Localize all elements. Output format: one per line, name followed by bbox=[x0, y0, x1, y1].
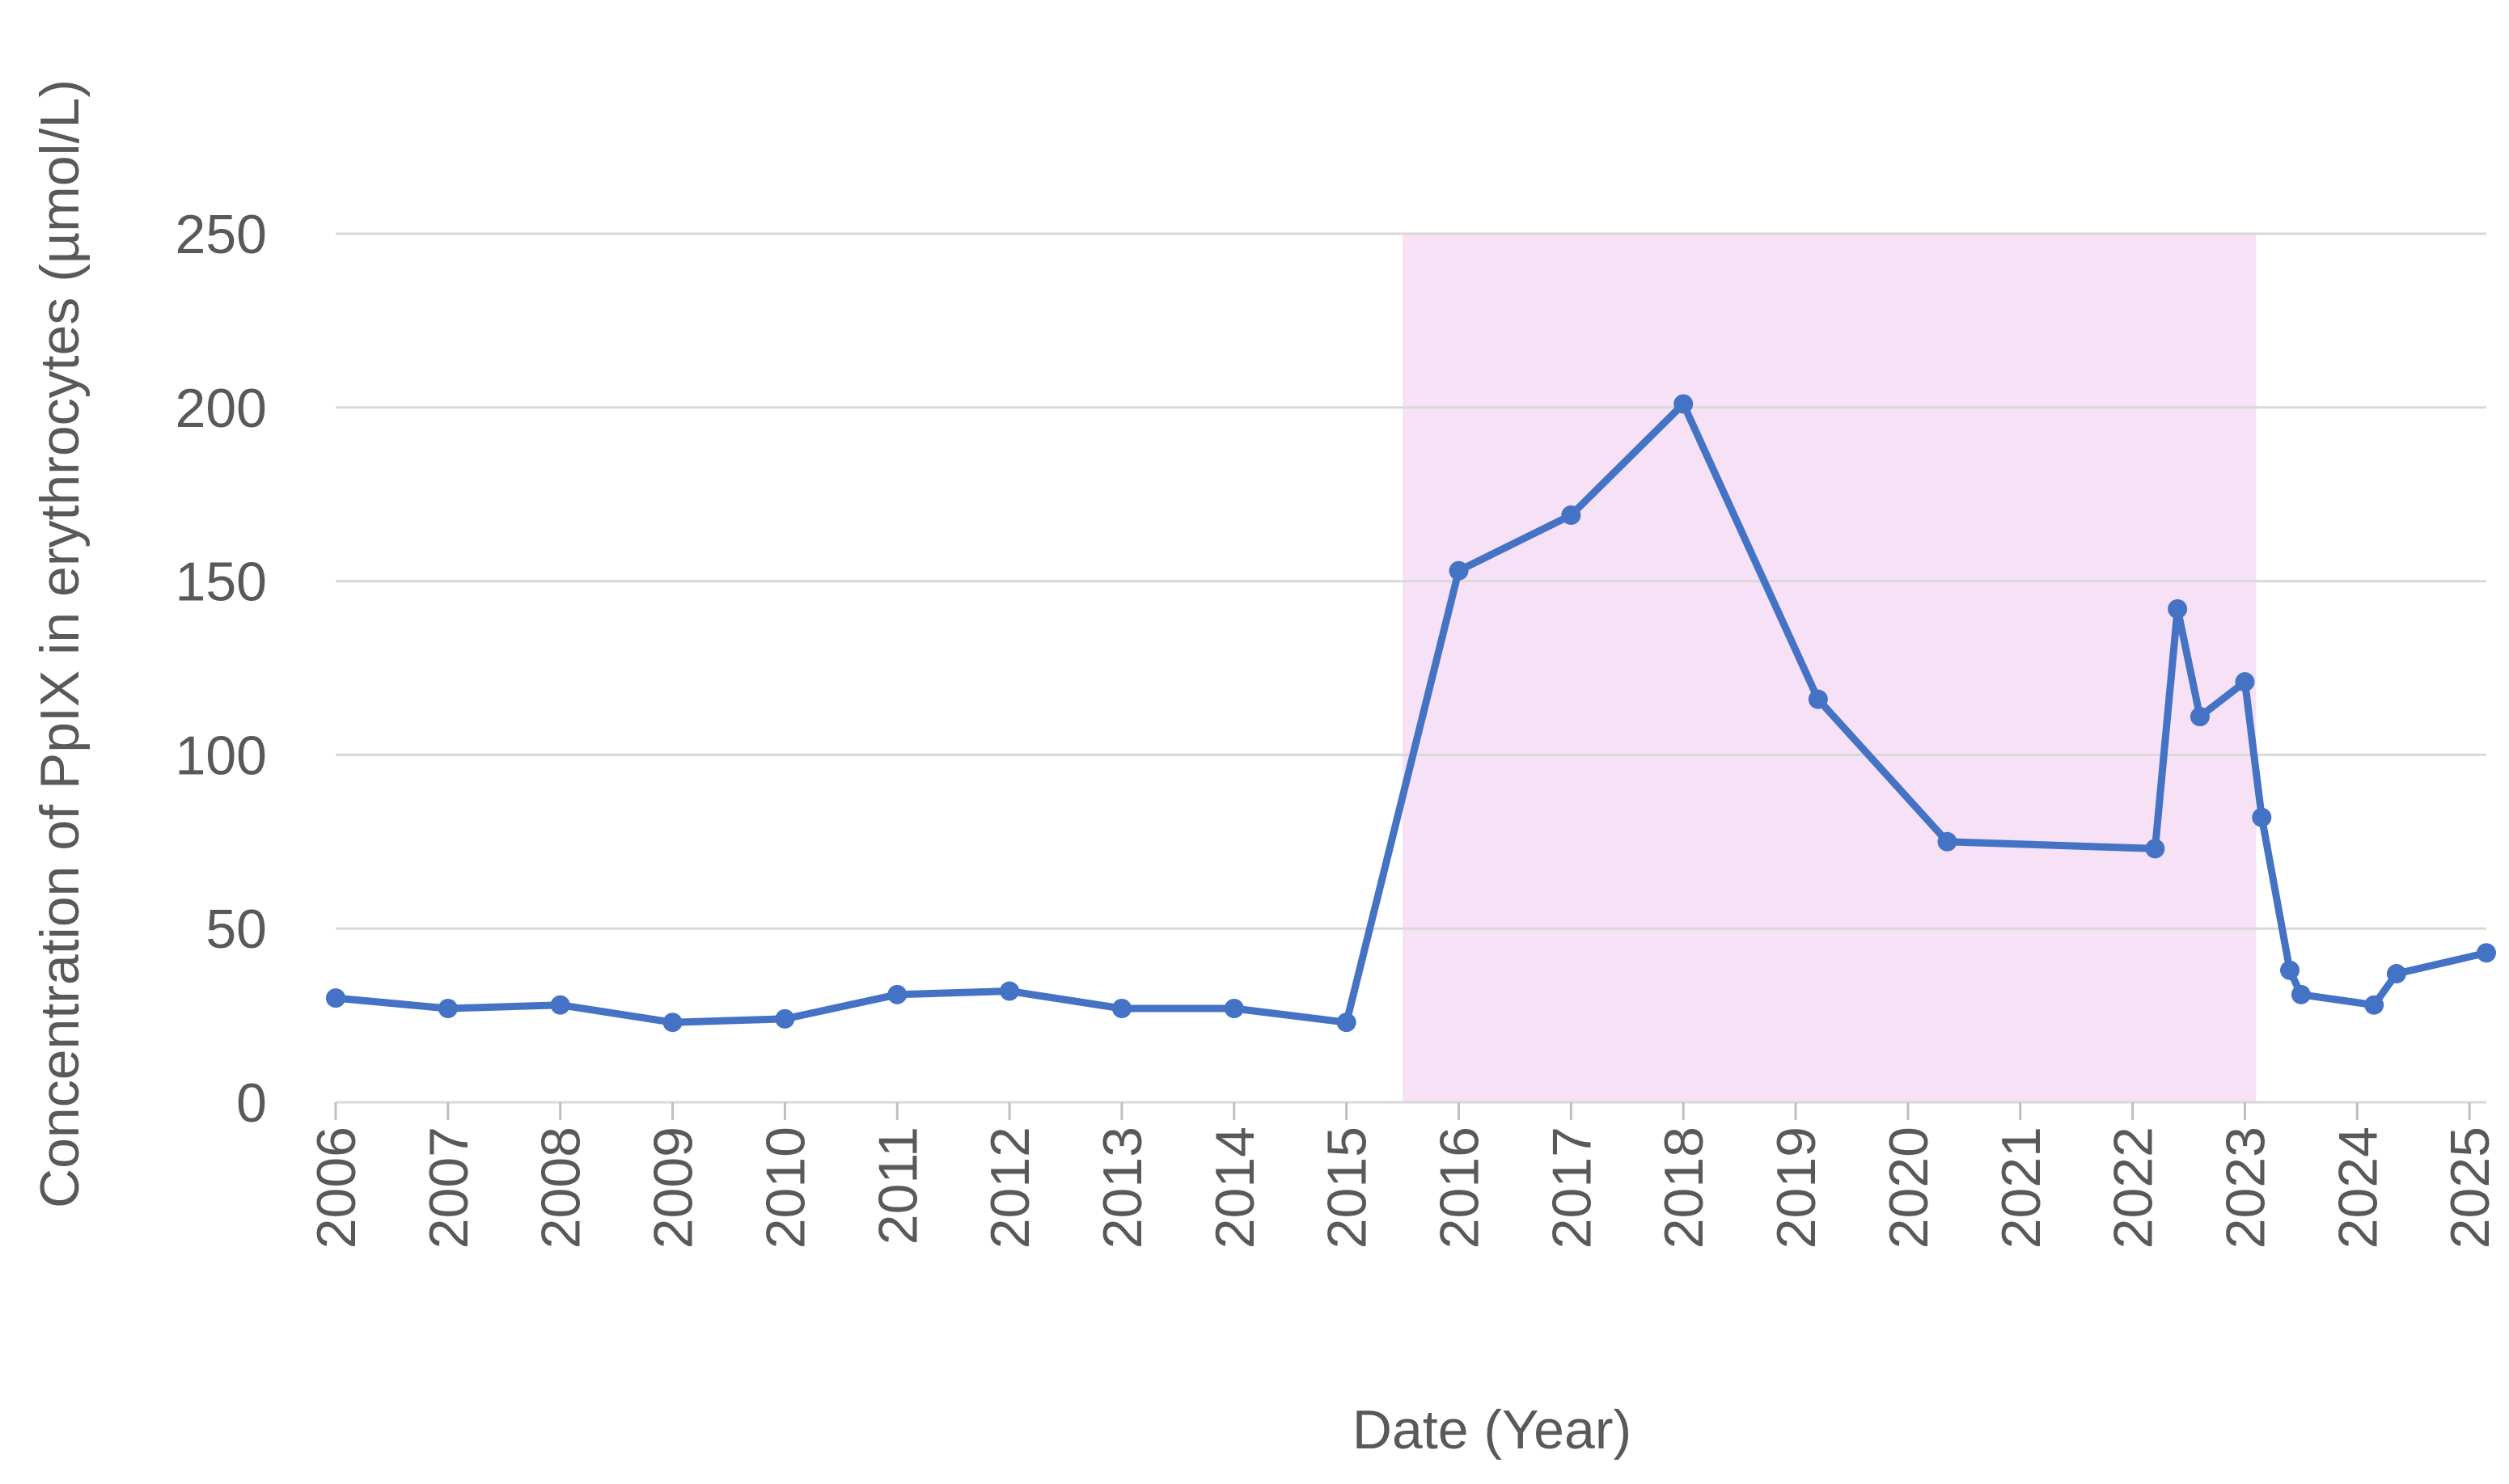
data-point bbox=[2252, 807, 2272, 827]
data-point bbox=[1000, 981, 1020, 1001]
y-tick-label: 0 bbox=[236, 1072, 267, 1134]
data-point bbox=[1937, 831, 1957, 852]
x-tick-label: 2006 bbox=[306, 1127, 367, 1249]
y-tick-label: 150 bbox=[176, 552, 267, 613]
x-tick-label: 2020 bbox=[1878, 1127, 1940, 1249]
y-axis-title: Concentration of PpIX in erythrocytes (µ… bbox=[29, 79, 91, 1208]
data-point bbox=[1449, 560, 1469, 581]
x-axis-title: Date (Year) bbox=[1352, 1399, 1631, 1461]
x-tick-label: 2017 bbox=[1541, 1127, 1602, 1249]
data-point bbox=[2291, 984, 2311, 1004]
x-tick-label: 2009 bbox=[643, 1127, 704, 1249]
data-point bbox=[775, 1008, 795, 1029]
x-tick-label: 2008 bbox=[531, 1127, 592, 1249]
highlight-region bbox=[1403, 234, 2257, 1102]
x-tick-label: 2014 bbox=[1204, 1127, 1266, 1249]
x-tick-label: 2016 bbox=[1429, 1127, 1491, 1249]
x-tick-label: 2010 bbox=[755, 1127, 816, 1249]
x-tick-label: 2023 bbox=[2215, 1127, 2276, 1249]
x-tick-label: 2022 bbox=[2103, 1127, 2164, 1249]
x-tick-label: 2019 bbox=[1766, 1127, 1827, 1249]
y-tick-label: 100 bbox=[176, 725, 267, 786]
data-point bbox=[1808, 689, 1828, 709]
x-tick-label: 2013 bbox=[1092, 1127, 1153, 1249]
data-point bbox=[2364, 995, 2384, 1015]
x-tick-label: 2025 bbox=[2439, 1127, 2501, 1249]
x-tick-label: 2011 bbox=[867, 1127, 929, 1245]
data-point bbox=[550, 995, 570, 1015]
data-point bbox=[662, 1013, 683, 1033]
y-tick-label: 200 bbox=[176, 378, 267, 439]
data-point bbox=[2235, 672, 2255, 692]
y-tick-label: 250 bbox=[176, 204, 267, 265]
y-tick-label: 50 bbox=[205, 898, 267, 960]
x-tick-label: 2021 bbox=[1991, 1127, 2052, 1249]
x-tick-label: 2012 bbox=[979, 1127, 1041, 1249]
data-point bbox=[1561, 505, 1581, 525]
data-point bbox=[1673, 394, 1694, 414]
data-point bbox=[2386, 964, 2406, 984]
x-tick-label: 2015 bbox=[1317, 1127, 1378, 1249]
data-point bbox=[1111, 999, 1132, 1019]
x-tick-label: 2007 bbox=[418, 1127, 480, 1249]
data-point bbox=[1224, 999, 1244, 1019]
data-point bbox=[2280, 960, 2300, 980]
x-tick-label: 2018 bbox=[1653, 1127, 1715, 1249]
data-point bbox=[2145, 839, 2165, 859]
data-point bbox=[2168, 598, 2188, 619]
x-tick-label: 2024 bbox=[2327, 1127, 2388, 1249]
data-point bbox=[2190, 707, 2210, 727]
data-point bbox=[2477, 943, 2496, 963]
data-point bbox=[326, 988, 345, 1008]
data-point bbox=[438, 999, 458, 1019]
data-point bbox=[1336, 1013, 1356, 1033]
data-point bbox=[887, 984, 908, 1004]
